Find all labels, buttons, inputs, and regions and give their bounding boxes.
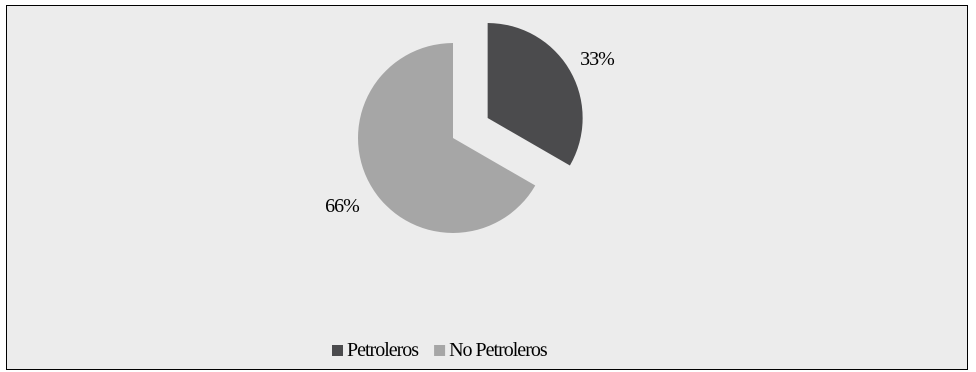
pie-slices	[358, 23, 583, 233]
legend: Petroleros No Petroleros	[332, 339, 549, 361]
legend-label-no-petroleros: No Petroleros	[449, 339, 548, 361]
legend-label-petroleros: Petroleros	[347, 339, 419, 361]
data-label-no-petroleros: 66%	[325, 195, 359, 217]
legend-swatch-petroleros	[332, 345, 343, 356]
data-label-petroleros: 33%	[580, 48, 614, 70]
pie-slice-no-petroleros	[358, 43, 536, 233]
legend-swatch-no-petroleros	[434, 345, 446, 356]
pie-data-labels: 33% 66%	[325, 48, 615, 217]
pie-slice-petroleros	[487, 23, 583, 166]
